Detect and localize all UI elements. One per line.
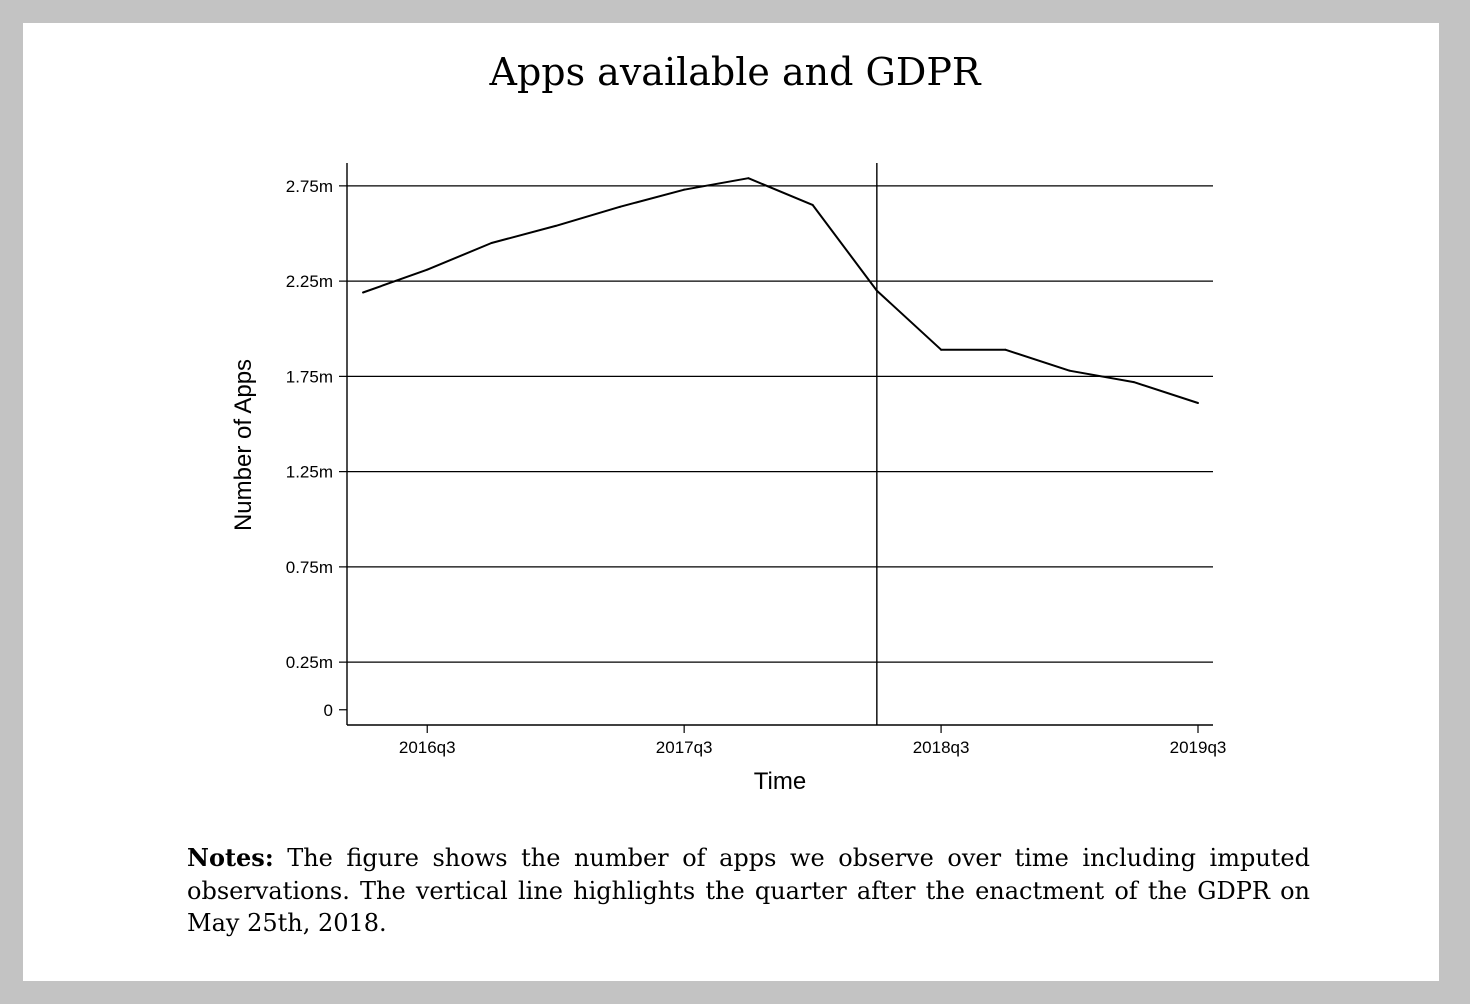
x-tick-label: 2019q3 <box>1170 738 1227 757</box>
data-point-2018q3 <box>940 348 943 351</box>
data-point-2017q3 <box>683 188 686 191</box>
y-tick-label: 0.75m <box>286 558 333 577</box>
data-point-2018q4 <box>1004 348 1007 351</box>
y-tick-label: 1.25m <box>286 463 333 482</box>
x-tick-label: 2017q3 <box>656 738 713 757</box>
axes <box>339 163 1213 733</box>
y-tick-label: 2.25m <box>286 272 333 291</box>
gridlines <box>347 163 1213 725</box>
data-point-2019q2 <box>1132 381 1135 384</box>
data-point-2019q3 <box>1197 402 1199 405</box>
x-tick-label: 2016q3 <box>399 738 456 757</box>
figure-page <box>23 23 1439 981</box>
series <box>362 177 1199 405</box>
y-tick-label: 1.75m <box>286 367 333 386</box>
data-point-2017q1 <box>554 224 557 227</box>
data-point-2016q3 <box>426 268 429 271</box>
tick-labels: 0 0.25m 0.75m 1.25m 1.75m 2.25m 2.75m 2016q3 201… <box>286 177 1227 757</box>
data-point-2018q2 <box>875 289 878 292</box>
data-point-2019q1 <box>1068 369 1071 372</box>
data-point-2016q4 <box>490 242 493 245</box>
figure-notes: Notes: The figure shows the number of ap… <box>187 842 1310 940</box>
series-line-apps <box>362 177 1199 404</box>
x-tick-label: 2018q3 <box>913 738 970 757</box>
figure-title: Apps available and GDPR <box>489 50 981 94</box>
data-point-2018q1 <box>811 203 814 206</box>
y-tick-label: 0.25m <box>286 653 333 672</box>
y-tick-label: 0 <box>324 701 333 720</box>
data-point-2017q4 <box>747 177 750 180</box>
y-axis-label: Number of Apps <box>230 359 257 531</box>
notes-text: The figure shows the number of apps we o… <box>187 844 1310 937</box>
notes-label: Notes: <box>187 843 274 872</box>
data-point-2017q2 <box>618 205 621 208</box>
y-tick-label: 2.75m <box>286 177 333 196</box>
data-point-2016q2 <box>362 291 364 294</box>
x-axis-label: Time <box>754 768 806 795</box>
